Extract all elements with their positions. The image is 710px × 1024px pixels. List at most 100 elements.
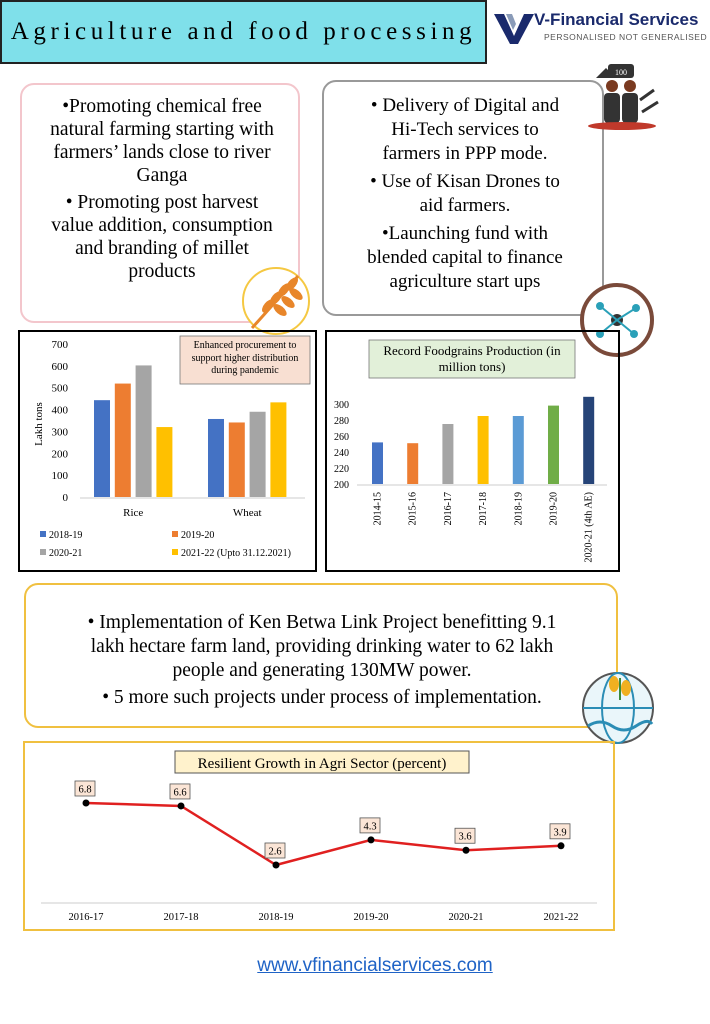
- annotation-box: [179, 335, 311, 385]
- bar: [249, 411, 266, 497]
- category-label: 2018-19: [513, 492, 524, 525]
- y-tick-label: 200: [52, 448, 69, 460]
- legend-label: 2020-21: [49, 548, 82, 559]
- category-label: 2019-20: [549, 492, 560, 525]
- y-tick-label: 100: [52, 470, 69, 482]
- bar: [228, 422, 245, 497]
- foodgrains-chart-svg: Record Foodgrains Production (in million…: [334, 339, 607, 563]
- agri-growth-chart-svg: Resilient Growth in Agri Sector (percent…: [41, 750, 597, 923]
- farmers-icon: 100: [588, 64, 659, 130]
- legend-swatch: [172, 549, 178, 555]
- data-point: [177, 802, 185, 810]
- data-label-box: [454, 827, 476, 844]
- bar: [94, 400, 110, 497]
- brand-tagline: PERSONALISED NOT GENERALISED: [544, 32, 708, 42]
- data-label-box: [169, 783, 191, 800]
- y-tick-label: 220: [334, 464, 349, 475]
- bar: [407, 443, 419, 484]
- bullet-text: farmers’ lands close to river: [53, 142, 271, 163]
- website-link[interactable]: www.vfinancialservices.com: [257, 955, 493, 976]
- data-label: 2.6: [268, 847, 281, 858]
- network-drone-icon: [580, 283, 654, 357]
- legend-swatch: [40, 549, 46, 555]
- chart-title-box: [368, 339, 576, 379]
- category-label: Rice: [123, 507, 143, 519]
- agri-growth-chart: Resilient Growth in Agri Sector (percent…: [23, 741, 615, 931]
- data-label-box: [264, 842, 286, 859]
- bullet-text: agriculture start ups: [389, 271, 541, 292]
- data-point: [82, 799, 90, 807]
- data-label-box: [549, 823, 571, 840]
- bullet-text: value addition, consumption: [51, 215, 273, 236]
- bullet-text: aid farmers.: [419, 195, 511, 216]
- category-label: 2016-17: [443, 492, 454, 525]
- brand-logo-icon: [494, 14, 534, 44]
- category-label: 2019-20: [354, 912, 389, 923]
- chart-title-box: [174, 750, 470, 774]
- procurement-chart-svg: Enhanced procurement to support higher d…: [33, 335, 311, 559]
- bullet-text: lakh hectare farm land, providing drinki…: [90, 636, 554, 657]
- bar: [548, 405, 559, 484]
- bullet-text: Ganga: [136, 165, 188, 186]
- brand-name: V-Financial Services: [534, 10, 699, 29]
- category-label: 2020-21: [449, 912, 484, 923]
- bullet-text: natural farming starting with: [50, 119, 274, 140]
- foodgrains-chart: Record Foodgrains Production (in million…: [325, 330, 620, 572]
- bullet-text: Hi-Tech services to: [391, 119, 539, 140]
- data-point: [272, 861, 280, 869]
- bar: [583, 396, 595, 484]
- data-label: 3.6: [458, 832, 471, 843]
- category-label: Wheat: [233, 507, 262, 519]
- bar: [512, 416, 524, 484]
- y-tick-label: 700: [52, 339, 69, 351]
- category-label: 2016-17: [69, 912, 104, 923]
- category-label: 2020-21 (4th AE): [584, 492, 595, 563]
- bar: [208, 418, 224, 497]
- data-label: 6.6: [173, 787, 186, 798]
- bullet-text: products: [128, 261, 196, 282]
- data-label: 3.9: [553, 827, 566, 838]
- y-tick-label: 260: [334, 432, 349, 443]
- legend-label: 2018-19: [49, 530, 82, 541]
- chart-annotation: Enhanced procurement to support higher d…: [191, 340, 299, 376]
- bullet-text: people and generating 130MW power.: [172, 660, 472, 681]
- procurement-chart: Enhanced procurement to support higher d…: [18, 330, 317, 572]
- legend-swatch: [172, 531, 178, 537]
- y-tick-label: 300: [52, 426, 69, 438]
- data-point: [557, 842, 565, 850]
- bullet-text: •Launching fund with: [381, 223, 548, 244]
- bullet-text: • Use of Kisan Drones to: [370, 171, 560, 192]
- category-label: 2017-18: [164, 912, 199, 923]
- data-label-box: [74, 780, 96, 797]
- data-label: 4.3: [363, 821, 376, 832]
- category-label: 2014-15: [373, 492, 384, 525]
- legend-label: 2019-20: [181, 530, 214, 541]
- chart-title: Record Foodgrains Production (in million…: [383, 343, 561, 374]
- y-axis-label: Lakh tons: [33, 402, 45, 446]
- legend-swatch: [40, 531, 46, 537]
- ken-betwa-panel: • Implementation of Ken Betwa Link Proje…: [24, 583, 618, 728]
- bar: [442, 424, 454, 484]
- bar: [477, 416, 489, 484]
- category-label: 2018-19: [259, 912, 294, 923]
- bar: [372, 442, 383, 484]
- bullet-text: • 5 more such projects under process of …: [102, 687, 542, 708]
- bullet-text: •Promoting chemical free: [62, 96, 262, 117]
- y-tick-label: 200: [334, 480, 349, 491]
- data-label-box: [359, 817, 381, 834]
- digital-services-panel: • Delivery of Digital and Hi-Tech servic…: [322, 80, 604, 316]
- category-label: 2015-16: [408, 492, 419, 525]
- data-label: 6.8: [78, 785, 91, 796]
- wheat-icon: [242, 267, 310, 335]
- y-tick-label: 280: [334, 416, 349, 427]
- category-label: 2021-22: [544, 912, 579, 923]
- page-title: Agriculture and food processing: [10, 18, 477, 45]
- bar: [135, 365, 152, 497]
- legend-label: 2021-22 (Upto 31.12.2021): [181, 548, 291, 559]
- bar: [156, 427, 173, 497]
- bullet-text: • Implementation of Ken Betwa Link Proje…: [87, 612, 557, 633]
- data-point: [462, 846, 470, 854]
- water-globe-icon: [582, 672, 654, 744]
- chart-title: Resilient Growth in Agri Sector (percent…: [198, 756, 447, 772]
- y-tick-label: 300: [334, 400, 349, 411]
